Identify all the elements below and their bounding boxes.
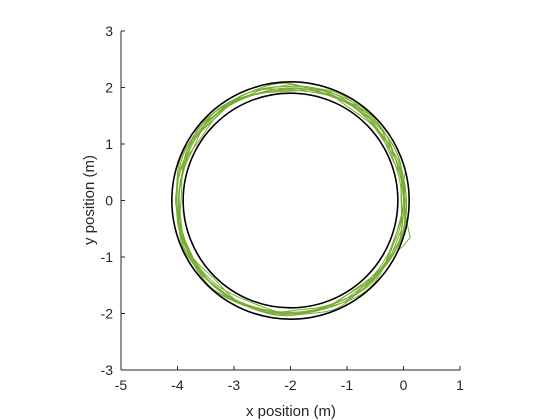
x-tick-label: 0 (400, 377, 408, 393)
x-tick-label: -3 (228, 377, 241, 393)
x-tick-label: -5 (115, 377, 128, 393)
y-tick-label: 0 (105, 193, 113, 209)
y-tick-label: 3 (105, 23, 113, 39)
trajectory-lap (177, 85, 406, 313)
y-axis-label: y position (m) (81, 155, 98, 245)
y-tick-label: -3 (101, 362, 114, 378)
y-tick-label: -2 (101, 306, 114, 322)
trajectory-excursion (396, 172, 411, 252)
x-tick-label: -2 (284, 377, 297, 393)
tick-marks: -5 -4 -3 -2 -1 0 1 -3 -2 -1 0 1 2 3 (101, 23, 465, 393)
x-tick-label: 1 (456, 377, 464, 393)
trajectory-lap (176, 88, 408, 315)
y-tick-label: -1 (101, 249, 114, 265)
track-boundary-circle (182, 92, 399, 309)
x-tick-label: -4 (171, 377, 184, 393)
y-tick-label: 1 (105, 136, 113, 152)
x-tick-label: -1 (341, 377, 354, 393)
y-tick-label: 2 (105, 80, 113, 96)
x-axis-label: x position (m) (246, 403, 336, 420)
plot-marks (171, 81, 411, 320)
trajectory-path (174, 84, 406, 316)
track-boundary-circle (171, 81, 410, 320)
